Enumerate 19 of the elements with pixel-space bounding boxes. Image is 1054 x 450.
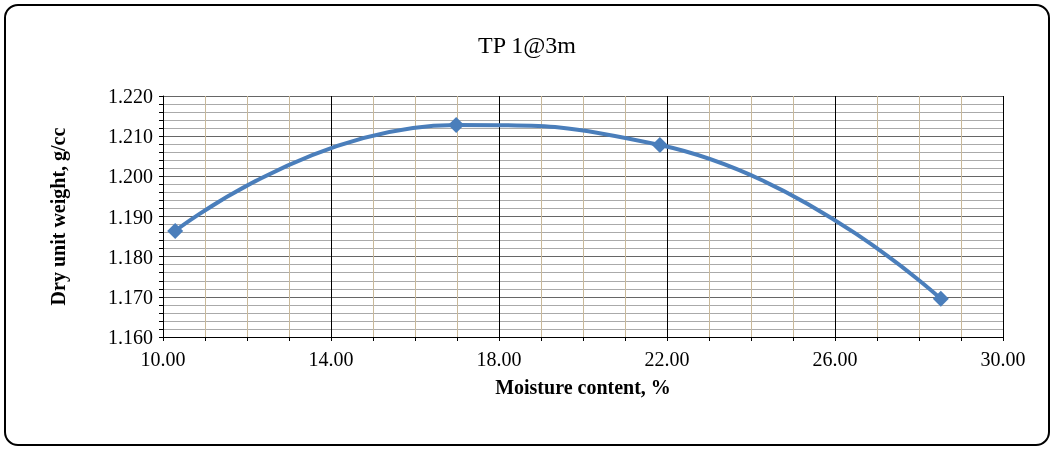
point <box>651 137 668 153</box>
y-tick-label: 1.180 <box>108 245 153 268</box>
x-tick-label: 18.00 <box>476 348 522 370</box>
x-tick-label: 22.00 <box>644 348 690 370</box>
y-tick-label: 1.160 <box>108 326 153 348</box>
y-tick-label: 1.210 <box>108 125 153 148</box>
point <box>932 290 949 307</box>
x-tick-label: 10.00 <box>140 348 186 370</box>
y-tick-label: 1.170 <box>108 285 153 308</box>
x-tick-label: 30.00 <box>980 348 1026 370</box>
y-tick-label: 1.190 <box>108 205 153 228</box>
y-tick-label: 1.200 <box>108 165 153 188</box>
x-tick-label: 14.00 <box>308 348 354 370</box>
x-tick-label: 26.00 <box>812 348 858 370</box>
y-axis-title: Dry unit weight, g/cc <box>47 127 70 306</box>
point <box>167 222 184 239</box>
x-axis-title: Moisture content, % <box>495 376 671 398</box>
chart-title: TP 1@3m <box>478 32 577 58</box>
y-tick-label: 1.220 <box>108 85 153 107</box>
